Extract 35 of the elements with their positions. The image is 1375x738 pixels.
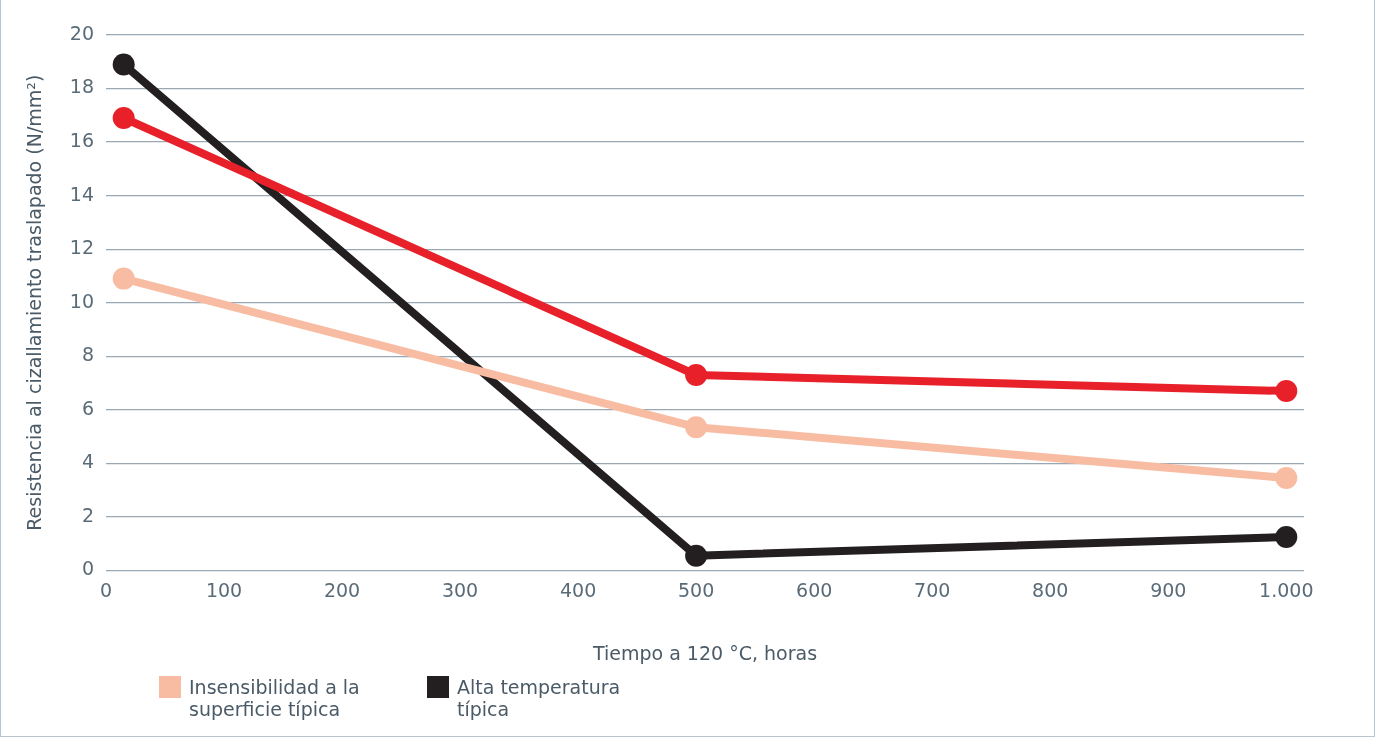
x-tick-label: 1.000 (1259, 578, 1314, 601)
x-tick-label: 200 (323, 578, 361, 601)
point (1275, 525, 1298, 548)
y-tick-label: 4 (81, 450, 94, 473)
y-tick-label: 0 (81, 557, 94, 580)
y-tick-label: 6 (81, 396, 94, 419)
y-axis-title: Resistencia al cizallamiento traslapado (N/mm²) (23, 74, 46, 531)
point (1275, 467, 1298, 490)
y-tick-label: 20 (69, 21, 94, 44)
y-tick-label: 2 (81, 503, 94, 526)
point (685, 363, 708, 386)
y-tick-label: 16 (69, 129, 94, 152)
y-tick-label: 14 (69, 182, 94, 205)
point (1275, 380, 1298, 403)
point (685, 544, 708, 567)
y-tick-label: 18 (69, 75, 94, 98)
x-tick-label: 0 (99, 578, 113, 601)
x-tick-label: 100 (205, 578, 243, 601)
y-tick-label: 10 (69, 289, 94, 312)
x-tick-label: 600 (796, 578, 833, 601)
point (112, 53, 135, 76)
x-tick-label: 800 (1032, 578, 1069, 601)
point (112, 106, 135, 129)
x-tick-label: 700 (914, 578, 951, 601)
x-tick-label: 900 (1150, 578, 1187, 601)
x-tick-label: 300 (441, 578, 479, 601)
x-tick-label: 400 (559, 578, 597, 601)
point (112, 267, 135, 290)
x-axis-title: Tiempo a 120 °C, horas (591, 641, 818, 664)
point (685, 416, 708, 439)
legend-label: Alta temperatura típica (457, 676, 622, 720)
legend-label: Insensibilidad a la superficie típica (189, 676, 361, 720)
y-tick-label: 8 (81, 343, 94, 366)
y-tick-label: 12 (69, 236, 94, 259)
x-tick-label: 500 (678, 578, 715, 601)
